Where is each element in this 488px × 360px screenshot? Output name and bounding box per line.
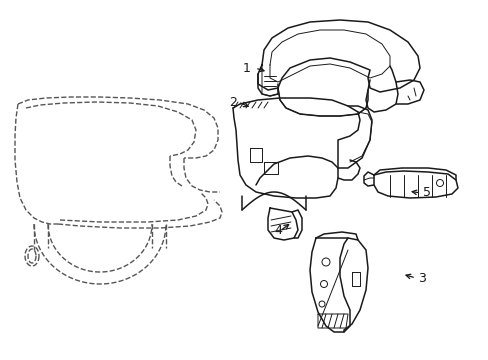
Text: 1: 1 xyxy=(243,62,250,75)
Text: 5: 5 xyxy=(422,186,430,199)
Text: 4: 4 xyxy=(273,225,282,238)
Text: 3: 3 xyxy=(417,271,425,284)
Text: 2: 2 xyxy=(228,95,237,108)
